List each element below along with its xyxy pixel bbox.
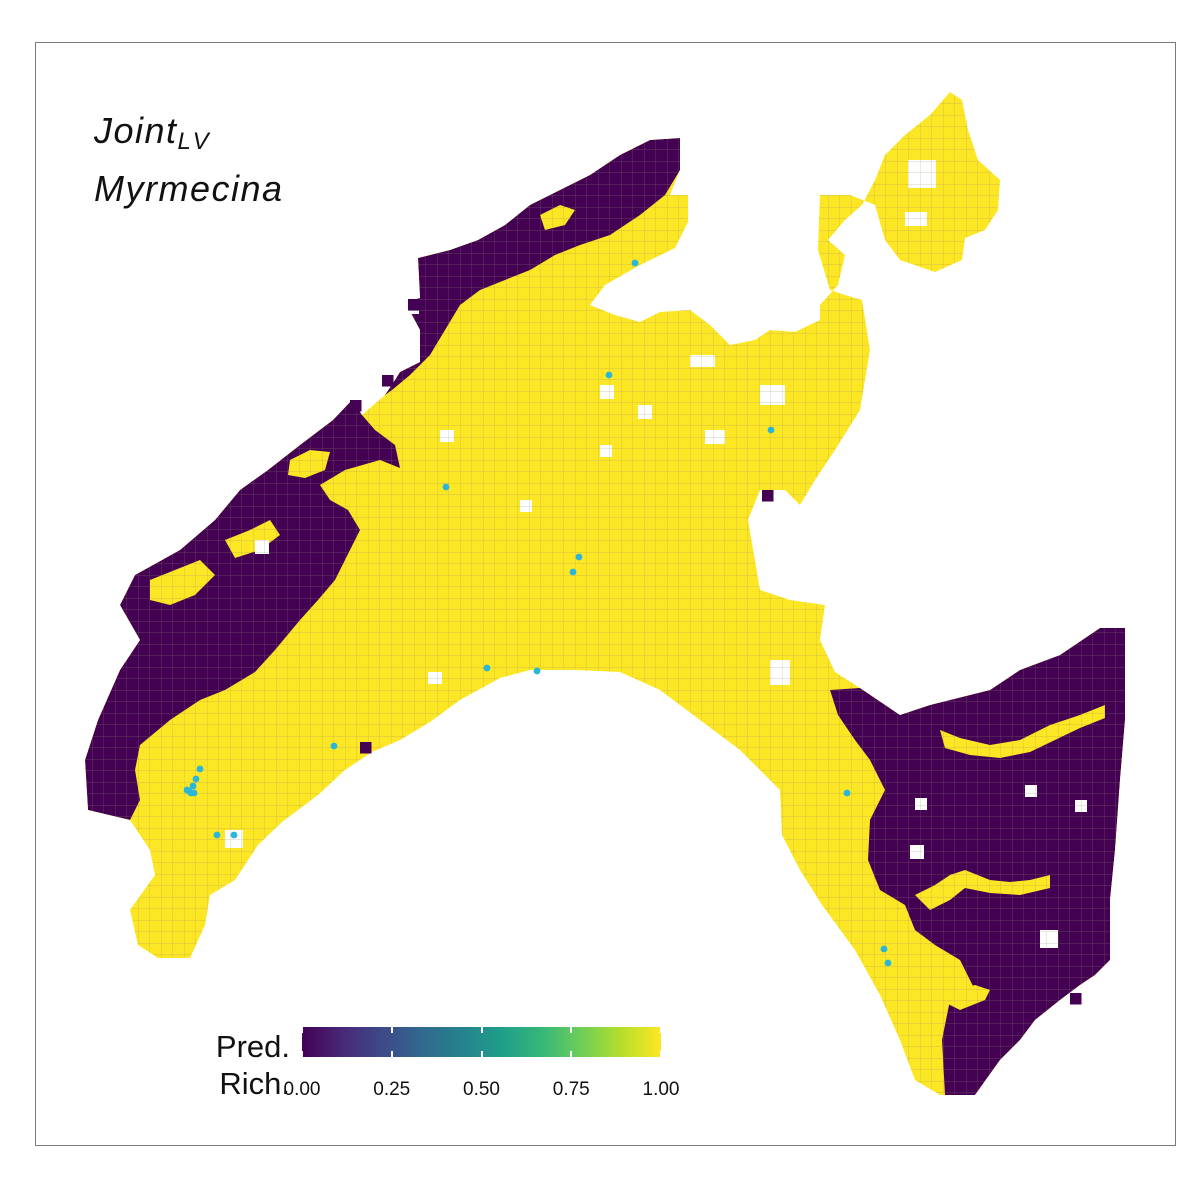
- legend-title-line1: Pred.: [215, 1029, 290, 1064]
- legend-tick-mark: [480, 1051, 483, 1057]
- legend-tick-mark: [480, 1027, 483, 1033]
- occurrence-point: [569, 568, 577, 576]
- occurrence-point: [330, 742, 338, 750]
- legend-tick-mark: [660, 1027, 662, 1033]
- legend-tick-label: 0.50: [463, 1079, 500, 1100]
- occurrence-point: [880, 945, 888, 953]
- occurrence-point: [483, 664, 491, 672]
- occurrence-point: [884, 959, 892, 967]
- legend-tick-label: 1.00: [642, 1079, 680, 1100]
- occurrence-point: [230, 831, 238, 839]
- occurrence-point: [575, 553, 583, 561]
- occurrence-point: [442, 483, 450, 491]
- legend-tick-mark: [301, 1051, 303, 1057]
- occurrence-point: [631, 259, 639, 267]
- taxon-title: Myrmecina: [94, 168, 284, 209]
- occurrence-point: [190, 789, 198, 797]
- occurrence-point: [767, 426, 775, 434]
- legend-title-line2: Rich.: [219, 1066, 290, 1101]
- legend-tick-label: 0.75: [552, 1079, 590, 1100]
- occurrence-points: [183, 259, 892, 967]
- legend-tick-label: 0.00: [283, 1079, 321, 1100]
- occurrence-point: [605, 371, 613, 379]
- legend-tick-mark: [660, 1051, 662, 1057]
- legend-title: Pred. Rich.: [190, 1028, 290, 1102]
- occurrence-point: [843, 789, 851, 797]
- legend-tick-mark: [301, 1027, 303, 1033]
- legend-tick-mark: [570, 1027, 573, 1033]
- occurrence-point: [213, 831, 221, 839]
- legend-tick-mark: [570, 1051, 573, 1057]
- occurrence-point: [183, 786, 191, 794]
- isolated-low-cells: [350, 299, 1082, 1005]
- occurrence-point: [189, 782, 197, 790]
- model-title-main: Joint: [94, 110, 178, 151]
- occurrence-point: [533, 667, 541, 675]
- model-title: JointLV: [94, 110, 212, 155]
- occurrence-point: [192, 775, 200, 783]
- model-title-subscript: LV: [177, 128, 212, 155]
- legend-tick-mark: [390, 1027, 393, 1033]
- legend-tick-label: 0.25: [373, 1079, 411, 1100]
- occurrence-point: [196, 765, 204, 773]
- legend-tick-mark: [390, 1051, 393, 1057]
